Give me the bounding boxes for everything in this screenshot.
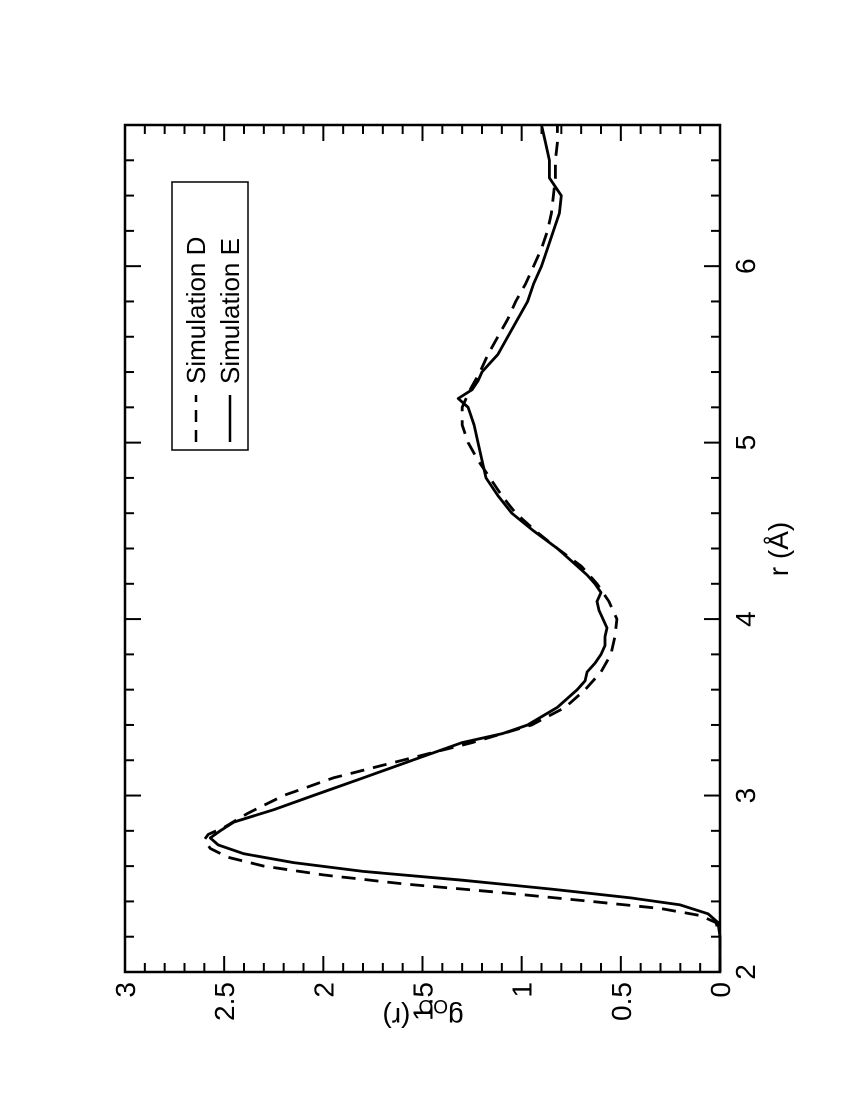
y-tick-labels: 0 0.5 1 1.5 2 2.5 3 [110, 982, 736, 1021]
y-axis-label: gOO (r) [382, 995, 463, 1033]
axis-ticks [124, 124, 721, 973]
series-line-simulation-d [202, 125, 722, 972]
x-tick-label: 3 [730, 788, 761, 804]
series-group [202, 124, 722, 972]
x-tick-label: 5 [730, 435, 761, 451]
y-tick-label: 0.5 [606, 982, 637, 1021]
y-axis-label-main: g [448, 1002, 464, 1033]
x-tick-label: 6 [730, 258, 761, 274]
y-axis-label-suffix: (r) [382, 1002, 410, 1033]
y-tick-label: 3 [110, 982, 141, 998]
legend-label-simulation-e: Simulation E [215, 238, 245, 384]
x-tick-label: 2 [730, 964, 761, 980]
series-line-simulation-e [208, 124, 722, 972]
y-tick-label: 1 [507, 982, 538, 998]
x-tick-label: 4 [730, 611, 761, 627]
y-tick-label: 2 [308, 982, 339, 998]
legend: Simulation D Simulation E [171, 181, 249, 451]
y-tick-label: 1.5 [408, 982, 439, 1021]
legend-box [171, 181, 249, 451]
y-tick-label: 2.5 [209, 982, 240, 1021]
y-tick-label: 0 [705, 982, 736, 998]
x-tick-labels: 2 3 4 5 6 [730, 258, 761, 979]
x-axis-label: r (Å) [763, 522, 794, 576]
legend-label-simulation-d: Simulation D [181, 237, 211, 384]
y-axis-label-subscript: OO [418, 995, 448, 1016]
